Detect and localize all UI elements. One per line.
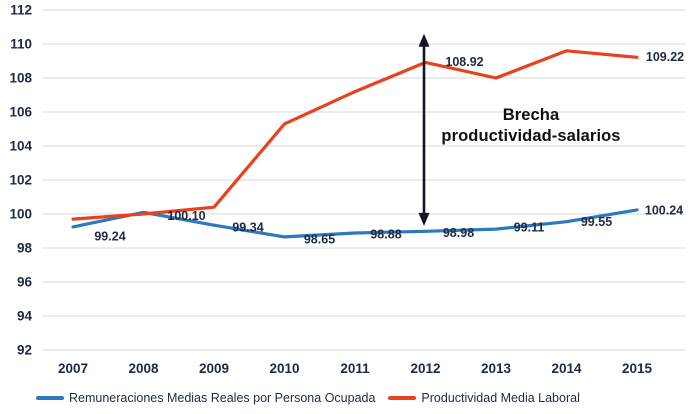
data-point-label: 99.34 [232,221,263,235]
data-point-label: 98.98 [443,226,474,240]
y-tick-label: 106 [9,105,32,120]
y-tick-label: 112 [10,3,32,18]
data-point-label: 98.88 [370,228,401,242]
series-line-remuneraciones [71,208,639,239]
legend-item-remuneraciones: Remuneraciones Medias Reales por Persona… [36,391,375,405]
gap-annotation-line1: Brecha [502,106,560,124]
x-tick-label: 2009 [199,361,229,376]
gap-arrow-head-down-icon [418,212,430,226]
y-tick-label: 102 [9,173,32,188]
gap-annotation-line2: productividad-salarios [441,127,621,145]
y-tick-label: 94 [17,309,33,324]
y-tick-label: 96 [17,275,33,290]
x-tick-label: 2014 [551,361,582,376]
y-tick-label: 100 [9,207,32,222]
data-point-label: 100.10 [167,209,205,223]
gap-annotation: Brecha productividad-salarios [425,105,637,147]
x-tick-label: 2012 [410,361,440,376]
y-tick-label: 110 [10,37,32,52]
gap-arrow-head-up-icon [418,33,430,47]
x-tick-label: 2008 [128,361,159,376]
y-tick-label: 92 [17,343,32,358]
x-tick-label: 2013 [481,361,512,376]
data-point-label: 108.92 [445,55,483,69]
data-point-label: 98.65 [304,232,335,246]
data-point-label: 100.24 [645,203,683,217]
x-tick-label: 2011 [340,361,370,376]
legend: Remuneraciones Medias Reales por Persona… [36,389,580,407]
legend-item-productividad: Productividad Media Laboral [388,391,580,405]
data-point-label: 99.55 [581,215,612,229]
data-point-label: 99.24 [94,229,125,243]
x-tick-label: 2015 [622,361,653,376]
legend-swatch-remuneraciones-icon [36,396,64,400]
series-line-productividad [71,49,639,221]
y-tick-label: 104 [9,139,32,154]
x-tick-label: 2007 [58,361,88,376]
y-tick-label: 98 [17,241,33,256]
y-tick-label: 108 [9,71,32,86]
legend-label-productividad: Productividad Media Laboral [421,391,580,405]
data-point-label: 99.11 [514,221,545,235]
data-point-label: 109.22 [646,50,684,64]
legend-label-remuneraciones: Remuneraciones Medias Reales por Persona… [69,391,376,405]
legend-swatch-productividad-icon [388,396,417,400]
x-tick-label: 2010 [269,361,299,376]
